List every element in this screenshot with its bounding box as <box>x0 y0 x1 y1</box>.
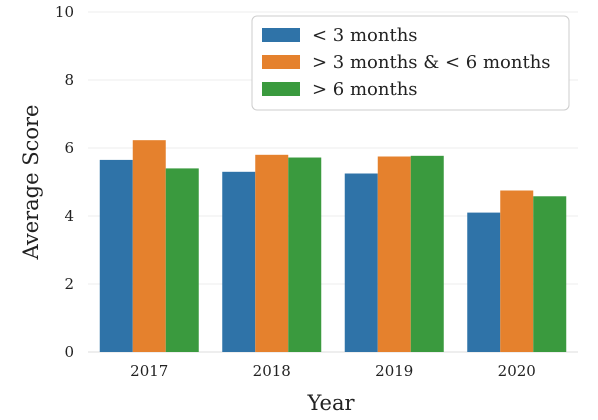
bar <box>467 212 501 352</box>
bar <box>288 157 322 352</box>
y-tick-label: 0 <box>64 343 74 361</box>
bar <box>410 155 444 352</box>
legend-swatch <box>262 28 300 42</box>
bar <box>222 171 256 352</box>
y-tick-label: 10 <box>55 3 74 21</box>
bar <box>533 196 567 352</box>
bar <box>132 140 166 352</box>
bar <box>500 190 534 352</box>
y-tick-label: 2 <box>64 275 74 293</box>
y-axis-ticks: 0 2 4 6 8 10 <box>55 3 74 361</box>
bar <box>255 154 289 352</box>
legend-swatch <box>262 55 300 69</box>
x-axis-ticks: 2017 2018 2019 2020 <box>130 362 536 380</box>
legend-label: > 6 months <box>312 79 418 100</box>
legend: < 3 months > 3 months & < 6 months > 6 mon… <box>251 15 570 111</box>
legend-label: < 3 months <box>312 25 418 46</box>
bar <box>344 173 378 352</box>
y-tick-label: 6 <box>64 139 74 157</box>
y-tick-label: 4 <box>64 207 74 225</box>
bars <box>99 140 567 352</box>
bar <box>165 168 199 352</box>
x-tick-label: 2017 <box>130 362 168 380</box>
y-tick-label: 8 <box>64 71 74 89</box>
y-axis-title: Average Score <box>19 105 43 261</box>
x-tick-label: 2018 <box>253 362 291 380</box>
x-tick-label: 2019 <box>375 362 413 380</box>
legend-swatch <box>262 82 300 96</box>
bar <box>99 159 133 352</box>
legend-label: > 3 months & < 6 months <box>312 52 551 73</box>
legend-box <box>251 15 570 111</box>
x-axis-title: Year <box>306 391 355 415</box>
x-tick-label: 2020 <box>498 362 536 380</box>
bar <box>377 156 411 352</box>
